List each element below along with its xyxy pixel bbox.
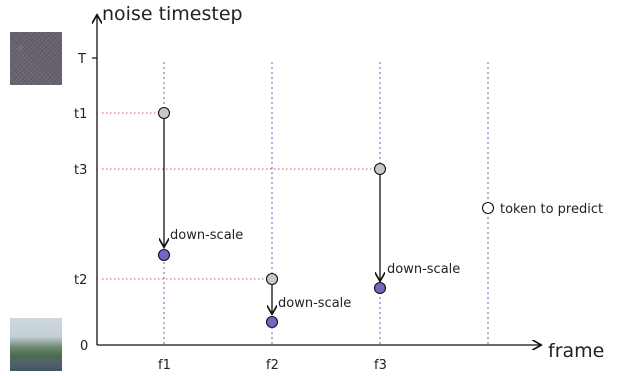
token-to-predict-marker — [481, 201, 495, 215]
y-tick-label-0: 0 — [80, 339, 88, 354]
token-to-predict-label: token to predict — [500, 202, 603, 217]
y-tick-label-t2: t2 — [74, 273, 87, 288]
y-axis-label: noise timestep — [102, 3, 243, 25]
x-tick-label-f2: f2 — [266, 358, 279, 373]
x-tick-label-f3: f3 — [374, 358, 387, 373]
node-f1-t1 — [157, 106, 171, 120]
x-tick-label-f1: f1 — [158, 358, 171, 373]
y-tick-label-T: T — [77, 52, 86, 67]
x-axis-label: frame — [548, 340, 604, 362]
down-scale-label-f2: down-scale — [278, 296, 351, 311]
y-tick-label-t3: t3 — [74, 163, 87, 178]
y-tick-label-t1: t1 — [74, 107, 87, 122]
node-f2-downscaled — [265, 315, 279, 329]
node-f3-downscaled — [373, 281, 387, 295]
node-f3-t3 — [373, 162, 387, 176]
noise-image-thumbnail — [10, 32, 62, 85]
down-scale-label-f3: down-scale — [387, 262, 460, 277]
node-f2-t2 — [265, 272, 279, 286]
clean-image-thumbnail — [10, 318, 62, 371]
node-f1-downscaled — [157, 248, 171, 262]
down-scale-label-f1: down-scale — [170, 228, 243, 243]
